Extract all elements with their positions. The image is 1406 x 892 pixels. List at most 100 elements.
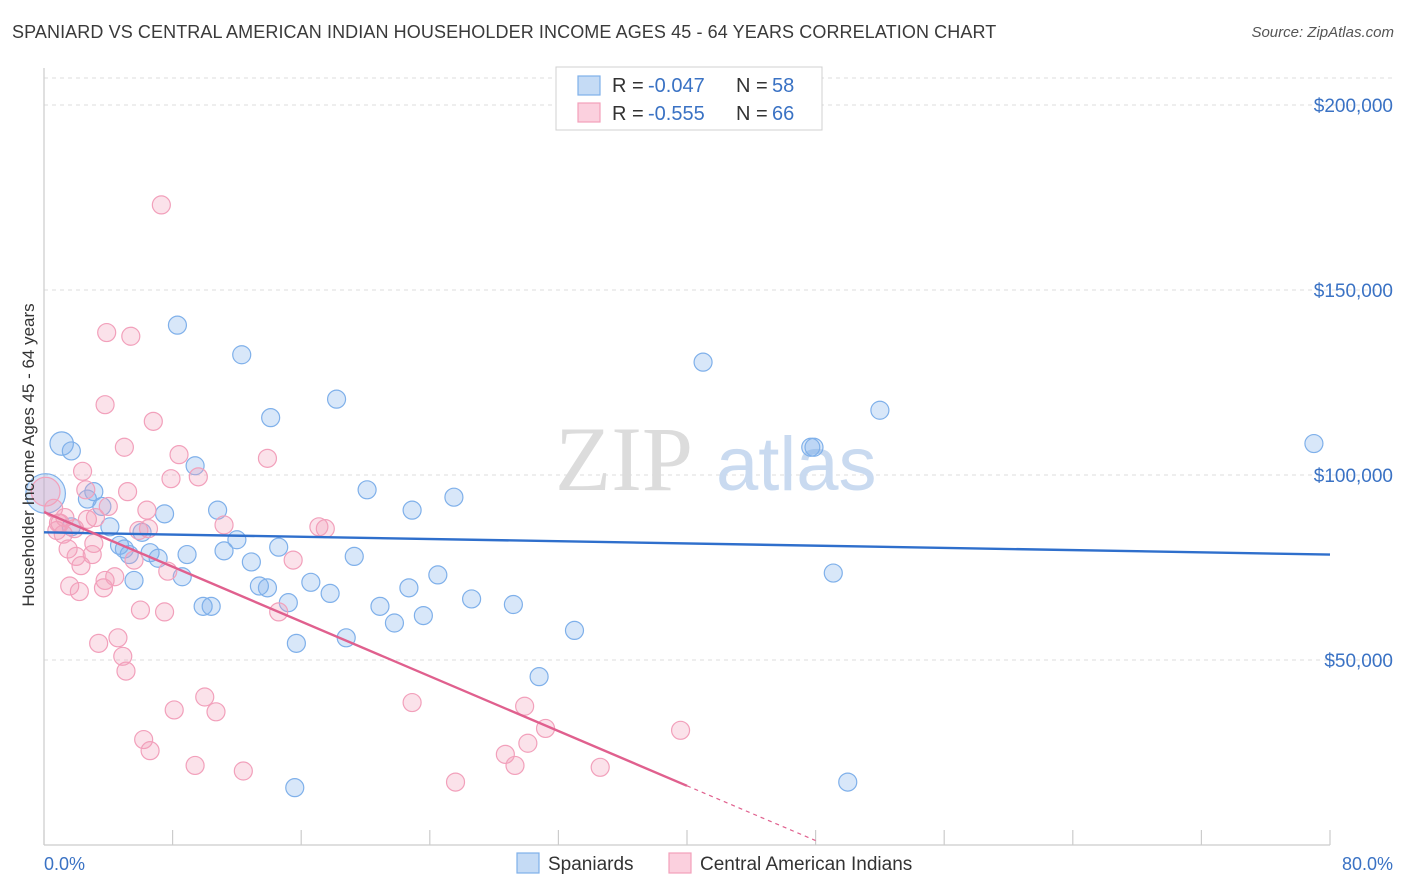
point-central-american-indians-57 <box>495 744 515 764</box>
point-spaniards-21 <box>214 541 234 561</box>
point-spaniards-13 <box>154 504 175 524</box>
watermark-atlas: atlas <box>716 422 877 507</box>
bottom-legend-swatch-spaniards <box>516 852 540 874</box>
point-spaniards-27 <box>261 408 281 428</box>
point-central-american-indians-60 <box>518 733 538 753</box>
point-central-american-indians-25 <box>113 646 133 666</box>
point-central-american-indians-22 <box>95 395 115 415</box>
point-central-american-indians-20 <box>98 496 118 517</box>
point-central-american-indians-16 <box>85 507 106 528</box>
point-central-american-indians-55 <box>402 692 422 713</box>
point-spaniards-23 <box>232 345 252 365</box>
point-spaniards-36 <box>344 546 364 567</box>
point-central-american-indians-5 <box>58 539 78 559</box>
trend-line-central-american-indians <box>43 510 688 787</box>
point-spaniards-51 <box>804 437 824 457</box>
point-central-american-indians-48 <box>214 515 234 535</box>
legend-swatch-blue <box>577 75 601 96</box>
point-central-american-indians-56 <box>445 772 466 792</box>
point-central-american-indians-8 <box>66 546 86 567</box>
y-tick-label-2: $150,000 <box>1314 281 1393 302</box>
point-spaniards-55 <box>1304 433 1324 454</box>
point-central-american-indians-28 <box>117 482 138 502</box>
point-central-american-indians-17 <box>89 633 109 653</box>
point-spaniards-43 <box>428 565 448 585</box>
point-spaniards-44 <box>444 487 464 507</box>
point-central-american-indians-37 <box>143 411 163 431</box>
point-central-american-indians-65 <box>53 524 73 544</box>
x-tick-label-min: 0.0% <box>44 854 85 874</box>
correlation-legend: R = -0.047 N = 58 R = -0.555 N = 66 <box>555 66 823 131</box>
gridlines <box>44 77 1393 661</box>
y-tick-labels: $50,000 $100,000 $150,000 $200,000 <box>1314 96 1393 672</box>
y-tick-label-3: $200,000 <box>1314 96 1393 117</box>
point-central-american-indians-58 <box>505 755 525 776</box>
point-spaniards-30 <box>286 633 306 653</box>
point-central-american-indians-54 <box>315 519 335 539</box>
point-spaniards-48 <box>564 620 585 641</box>
x-axis-ticks <box>43 830 1331 845</box>
point-central-american-indians-23 <box>105 567 125 587</box>
legend-r-value-2: -0.555 <box>648 103 705 125</box>
point-central-american-indians-42 <box>164 700 184 720</box>
point-spaniards-26 <box>257 578 278 598</box>
point-central-american-indians-12 <box>76 480 96 500</box>
chart-source: Source: ZipAtlas.com <box>1251 24 1394 41</box>
legend-r-value-1: -0.047 <box>648 75 705 97</box>
point-spaniards-22 <box>227 530 247 550</box>
point-spaniards-33 <box>320 583 340 604</box>
y-tick-label-1: $100,000 <box>1314 466 1393 487</box>
legend-n-label-2: N = <box>736 103 768 125</box>
point-spaniards-31 <box>285 778 305 798</box>
point-spaniards-41 <box>402 500 422 520</box>
series-legend: Spaniards Central American Indians <box>516 852 912 875</box>
bottom-legend-label-central-american-indians: Central American Indians <box>700 854 912 875</box>
point-central-american-indians-49 <box>233 761 253 781</box>
trend-line-spaniards <box>43 531 1331 556</box>
y-axis-label: Householder Income Ages 45 - 64 years <box>19 303 38 606</box>
point-spaniards-16 <box>177 544 197 565</box>
point-central-american-indians-38 <box>151 195 171 215</box>
legend-n-value-1: 58 <box>772 75 794 97</box>
point-central-american-indians-11 <box>72 461 93 481</box>
trend-line-central-american-indians-extension <box>686 785 816 842</box>
point-central-american-indians-43 <box>169 445 189 465</box>
point-central-american-indians-44 <box>185 755 205 776</box>
point-spaniards-2 <box>61 441 81 461</box>
point-spaniards-54 <box>870 400 890 420</box>
point-spaniards-46 <box>503 594 523 615</box>
point-central-american-indians-34 <box>140 741 160 761</box>
point-central-american-indians-24 <box>108 628 128 648</box>
point-central-american-indians-62 <box>590 757 610 777</box>
point-spaniards-14 <box>167 315 188 335</box>
legend-r-label-1: R = <box>612 75 644 97</box>
point-spaniards-39 <box>384 613 405 633</box>
point-central-american-indians-52 <box>283 550 303 570</box>
point-central-american-indians-39 <box>154 602 175 622</box>
series-central-american-indians-points <box>30 195 691 792</box>
point-central-american-indians-29 <box>121 326 141 346</box>
chart-title: SPANIARD VS CENTRAL AMERICAN INDIAN HOUS… <box>12 22 997 42</box>
point-spaniards-47 <box>529 667 549 687</box>
point-spaniards-34 <box>326 389 347 409</box>
point-spaniards-6 <box>100 517 120 537</box>
point-central-american-indians-50 <box>257 448 278 468</box>
point-spaniards-3 <box>84 482 104 502</box>
trend-lines <box>43 510 1331 842</box>
point-spaniards-32 <box>301 572 321 592</box>
point-central-american-indians-6 <box>60 576 80 596</box>
point-central-american-indians-27 <box>114 437 134 457</box>
point-central-american-indians-47 <box>206 702 226 722</box>
point-central-american-indians-63 <box>670 720 691 740</box>
point-central-american-indians-13 <box>77 509 98 530</box>
watermark-zip: ZIP <box>555 408 693 510</box>
point-spaniards-42 <box>413 605 433 626</box>
point-spaniards-24 <box>241 552 261 572</box>
point-spaniards-17 <box>185 456 205 476</box>
point-spaniards-49 <box>693 352 713 372</box>
point-central-american-indians-59 <box>515 696 535 716</box>
point-spaniards-18 <box>193 596 213 616</box>
legend-n-label-1: N = <box>736 75 768 97</box>
bottom-legend-swatch-central-american-indians <box>668 852 692 874</box>
